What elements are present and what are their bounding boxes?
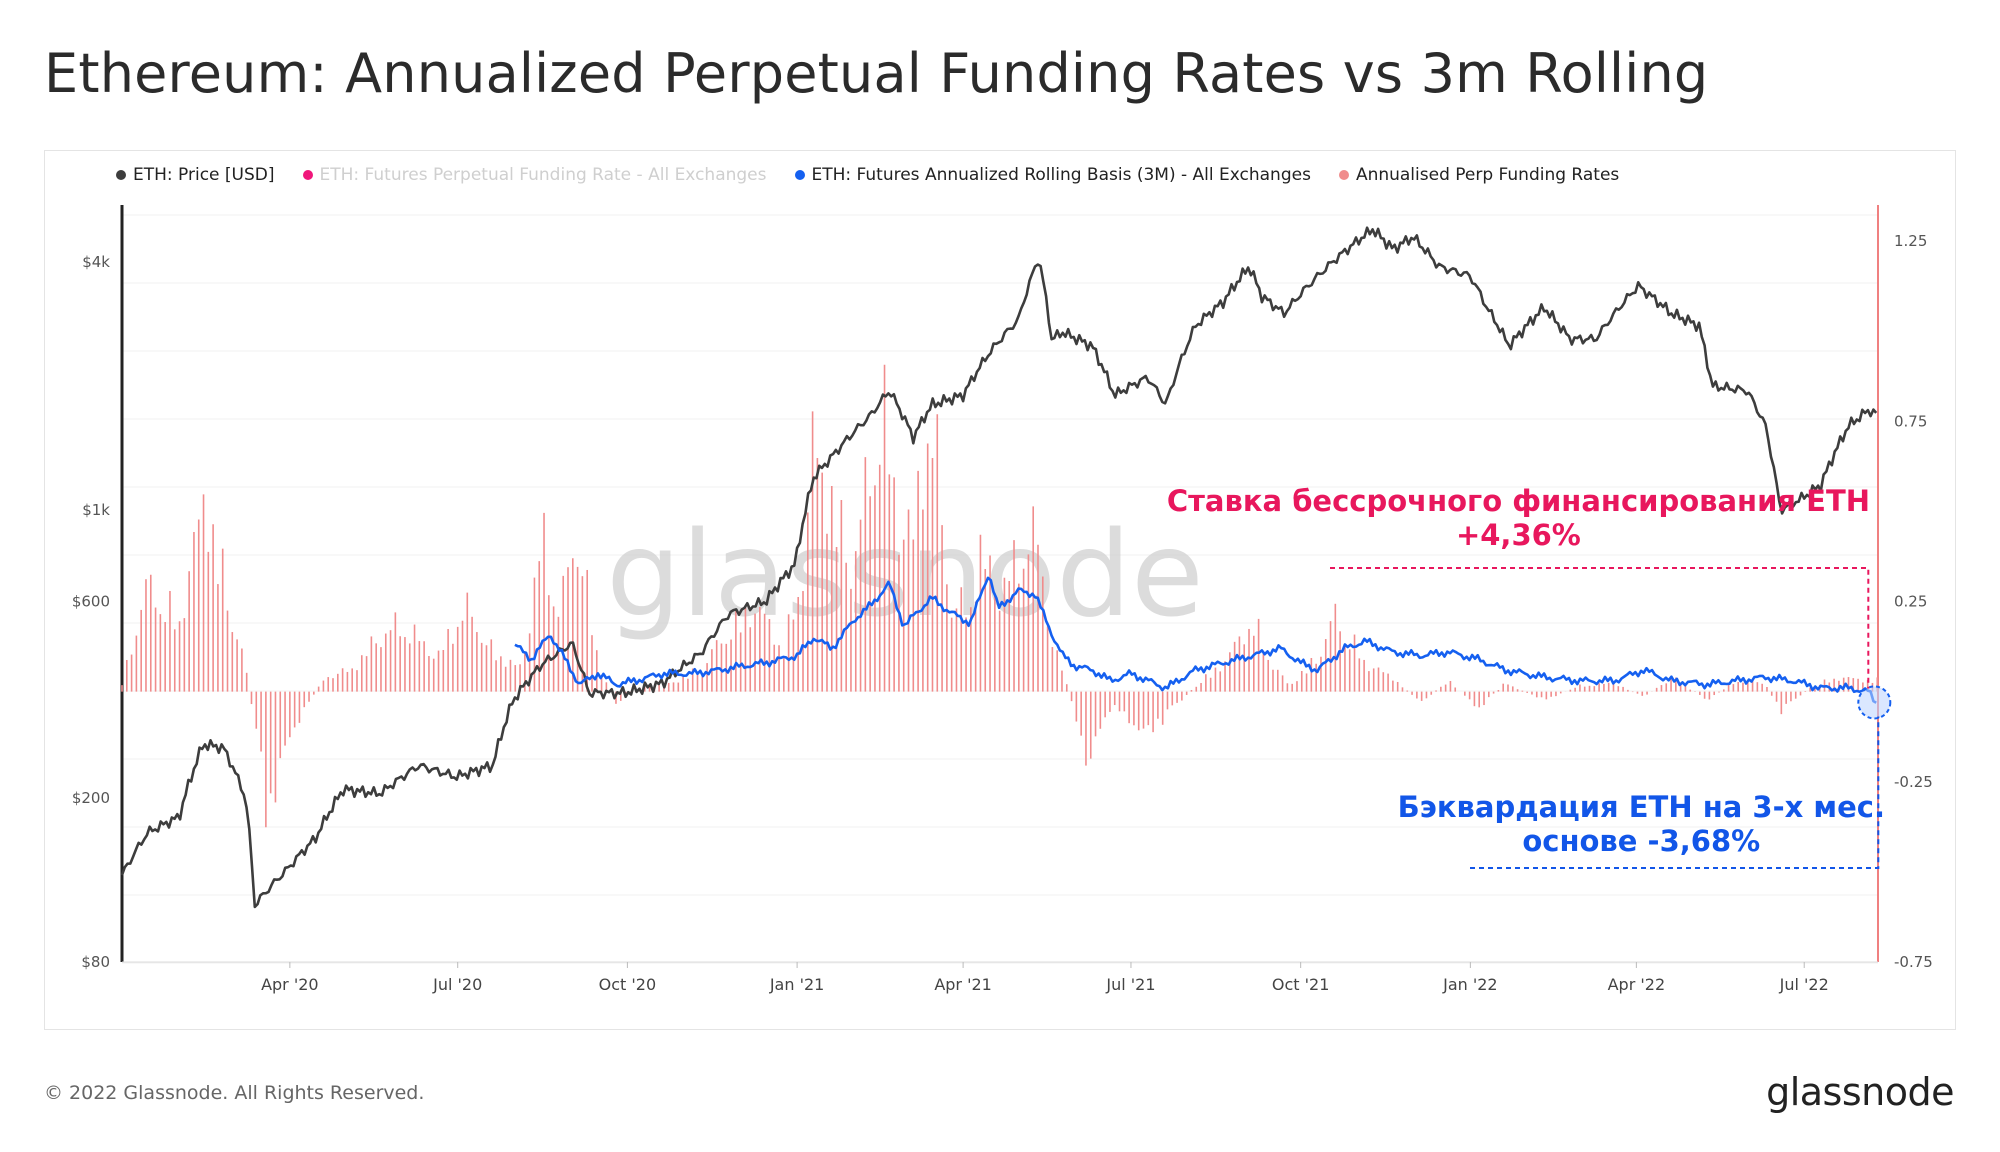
x-tick-label: Apr '21 — [934, 975, 992, 994]
legend-dot-icon — [794, 170, 805, 180]
funding-rate-guide — [1330, 567, 1870, 689]
legend-item-perp-funding[interactable]: ETH: Futures Perpetual Funding Rate - Al… — [302, 165, 767, 185]
brand-logo[interactable]: glassnode — [1766, 1070, 1954, 1114]
x-tick-label: Jul '21 — [1105, 975, 1155, 994]
left-tick-label: $600 — [72, 592, 110, 610]
annotation-backwardation: Бэквардация ETH на 3-х мес. основе -3,68… — [1398, 790, 1885, 858]
annotation-funding-rate: Ставка бессрочного финансирования ETH +4… — [1167, 484, 1870, 552]
annotation-funding-rate-line1: Ставка бессрочного финансирования ETH — [1166, 484, 1870, 518]
backwardation-guide — [1470, 716, 1880, 869]
footer-copyright: © 2022 Glassnode. All Rights Reserved. — [44, 1082, 425, 1104]
x-tick-label: Jul '22 — [1779, 975, 1829, 994]
right-tick-label: 1.25 — [1894, 232, 1927, 250]
x-tick-label: Jul '20 — [432, 975, 482, 994]
legend-label: ETH: Price [USD] — [133, 165, 275, 185]
x-tick-label: Jan '21 — [769, 975, 825, 994]
rolling-basis-line — [514, 576, 1877, 704]
price-line — [120, 226, 1878, 909]
x-tick-label: Oct '21 — [1272, 975, 1330, 994]
left-tick-label: $80 — [81, 953, 110, 971]
right-tick-label: 0.25 — [1894, 593, 1927, 611]
x-tick-label: Apr '22 — [1608, 975, 1666, 994]
chart-frame — [44, 150, 1956, 1030]
legend-label: Annualised Perp Funding Rates — [1355, 165, 1620, 185]
x-tick-label: Apr '20 — [261, 975, 319, 994]
legend-label: ETH: Futures Annualized Rolling Basis (3… — [811, 165, 1311, 185]
watermark: glassnode — [606, 505, 1203, 643]
left-tick-label: $4k — [82, 253, 110, 271]
legend-dot-icon — [1338, 170, 1349, 180]
right-tick-label: -0.25 — [1894, 773, 1933, 791]
chart-legend: ETH: Price [USD] ETH: Futures Perpetual … — [116, 165, 1619, 185]
legend-label: ETH: Futures Perpetual Funding Rate - Al… — [319, 165, 767, 185]
chart-title: Ethereum: Annualized Perpetual Funding R… — [44, 42, 1709, 105]
legend-dot-icon — [302, 170, 313, 180]
right-tick-label: -0.75 — [1894, 953, 1933, 971]
annotation-funding-rate-line2: +4,36% — [1455, 518, 1581, 552]
legend-item-rolling-basis[interactable]: ETH: Futures Annualized Rolling Basis (3… — [794, 165, 1311, 185]
left-tick-label: $1k — [82, 501, 110, 519]
left-tick-label: $200 — [72, 789, 110, 807]
x-tick-label: Oct '20 — [599, 975, 657, 994]
end-point-highlight — [1857, 685, 1892, 720]
right-tick-label: 0.75 — [1894, 412, 1927, 430]
legend-item-annualised-funding[interactable]: Annualised Perp Funding Rates — [1338, 165, 1620, 185]
legend-item-price[interactable]: ETH: Price [USD] — [116, 165, 275, 185]
annotation-backwardation-line2: основе -3,68% — [1522, 824, 1761, 858]
annotation-backwardation-line1: Бэквардация ETH на 3-х мес. — [1397, 790, 1885, 824]
x-tick-label: Jan '22 — [1442, 975, 1498, 994]
legend-dot-icon — [116, 170, 126, 180]
